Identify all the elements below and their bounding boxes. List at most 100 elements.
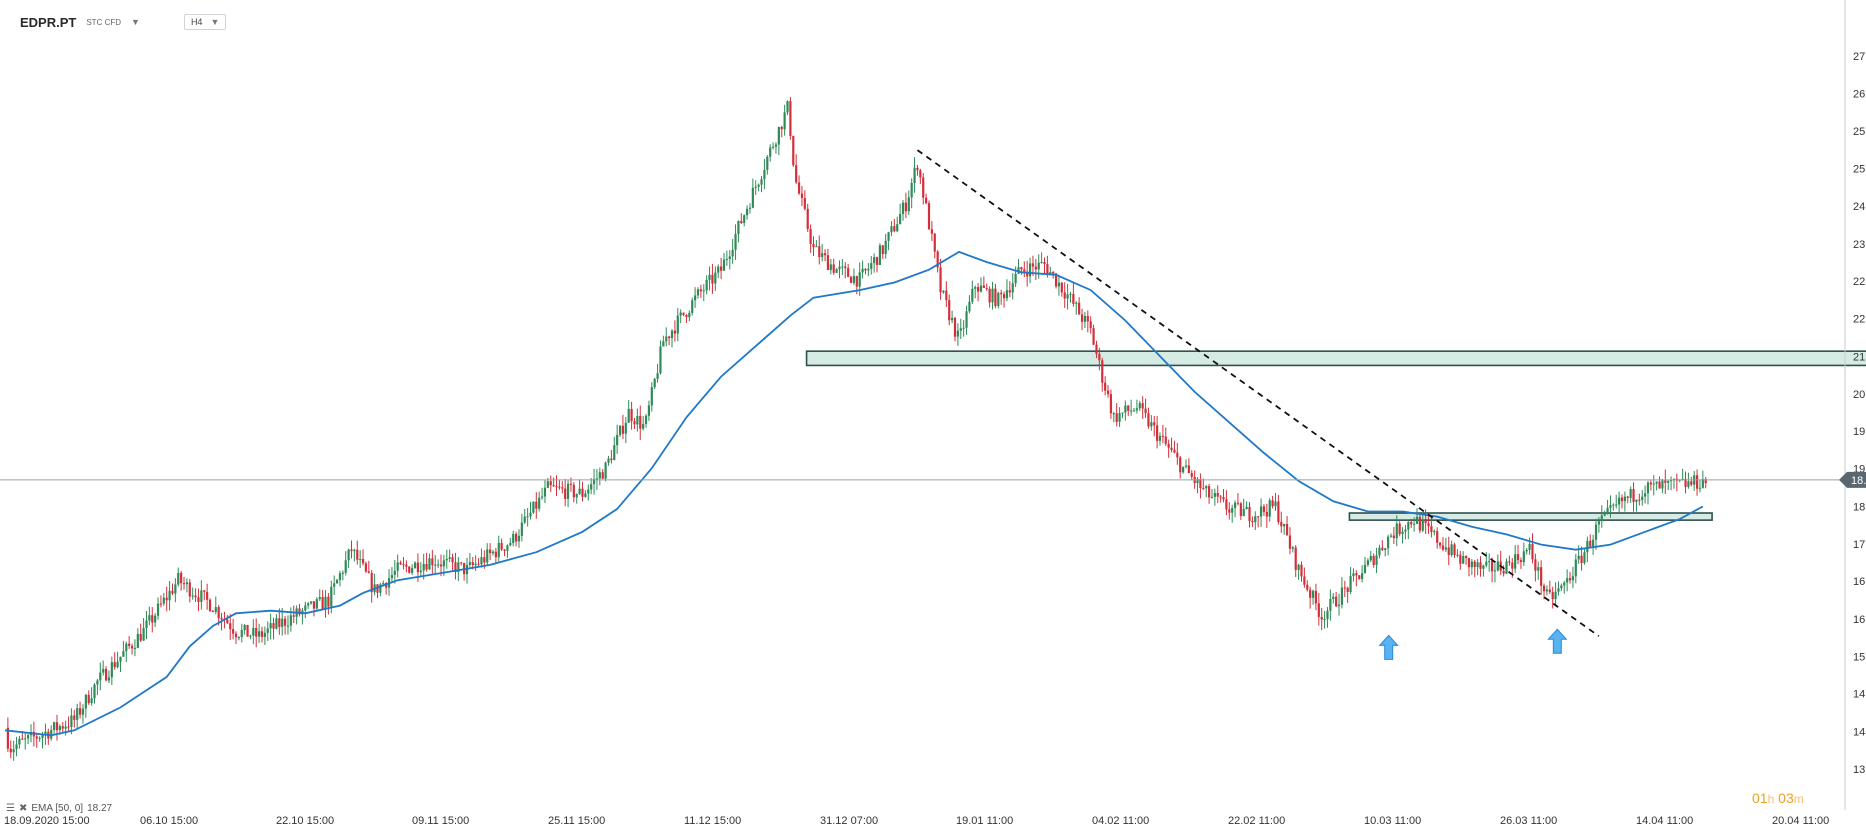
candle-body: [780, 126, 783, 130]
candle-body: [1242, 508, 1245, 517]
time-axis[interactable]: 18.09.2020 15:00 06.10 15:00 22.10 15:00 09…: [4, 815, 1829, 827]
candle-body: [968, 301, 971, 312]
time-tick-label: 19.01 11:00: [956, 815, 1013, 827]
candle-body: [564, 488, 567, 499]
price-axis[interactable]: 27.30 26.56 25.83 25.09 24.35 23.61 22.88 22.14…: [1839, 0, 1866, 810]
candle-body: [991, 288, 994, 303]
candle-body: [1210, 496, 1214, 498]
candle-body: [338, 573, 342, 580]
candle-body: [826, 255, 830, 271]
candle-body: [1216, 493, 1219, 497]
candle-body: [237, 637, 240, 639]
candle-body: [1476, 562, 1479, 568]
candle-body: [266, 628, 269, 633]
price-tick-label: 22.88: [1853, 276, 1866, 288]
candle-body: [543, 487, 547, 497]
candle-body: [180, 572, 183, 584]
candle-body: [861, 268, 864, 273]
candle-body: [1011, 283, 1014, 293]
candle-body: [1259, 506, 1263, 517]
time-tick-label: 09.11 15:00: [412, 815, 469, 827]
candle-body: [460, 562, 463, 564]
candle-body: [875, 257, 879, 265]
candle-body: [1641, 496, 1644, 500]
candle-body: [922, 177, 925, 198]
candle-body: [1467, 557, 1471, 568]
candle-body: [1456, 554, 1459, 556]
candle-body: [437, 564, 440, 566]
price-tick-label: 16.98: [1853, 576, 1866, 588]
candle-body: [494, 551, 497, 558]
countdown-hours: 01: [1752, 790, 1768, 806]
candle-body: [27, 735, 30, 739]
candle-body: [1268, 500, 1271, 517]
candle-body: [852, 276, 856, 283]
candle-body: [786, 101, 789, 113]
candle-body: [1049, 271, 1052, 275]
timeframe-select[interactable]: H4 ▼: [183, 14, 227, 30]
candle-body: [1450, 544, 1453, 556]
candle-body: [81, 708, 85, 715]
candle-body: [1300, 564, 1303, 577]
candle-body: [359, 558, 362, 560]
candle-body: [1612, 504, 1615, 506]
candle-body: [1057, 282, 1061, 287]
candle-body: [1115, 413, 1118, 422]
candle-body: [327, 596, 330, 607]
candle-body: [1430, 526, 1433, 533]
indicator-value: 18.27: [87, 803, 113, 814]
candle-body: [708, 274, 711, 280]
candle-body: [1672, 478, 1676, 480]
candle-body: [1603, 512, 1606, 516]
candle-body: [1470, 561, 1473, 568]
candle-body: [1378, 547, 1381, 556]
candle-body: [659, 346, 662, 374]
candle-body: [1528, 544, 1531, 550]
candle-body: [125, 643, 128, 652]
candle-body: [592, 478, 596, 485]
candle-body: [1254, 516, 1257, 523]
candle-body: [1251, 520, 1254, 523]
chevron-down-icon[interactable]: ▼: [131, 17, 140, 27]
candle-body: [312, 601, 316, 609]
candle-body: [1257, 516, 1260, 518]
candle-body: [52, 722, 56, 730]
candle-body: [263, 632, 266, 637]
candle-body: [1294, 547, 1297, 570]
candle-body: [1698, 487, 1702, 489]
candle-body: [578, 488, 581, 494]
candle-body: [1323, 619, 1326, 621]
candle-body: [1557, 588, 1560, 592]
candle-body: [1669, 479, 1673, 482]
candle-body: [162, 597, 165, 604]
candle-body: [1525, 549, 1528, 552]
price-tick-label: 16.24: [1853, 614, 1866, 626]
candle-body: [55, 722, 59, 731]
close-icon[interactable]: ✖: [18, 803, 28, 814]
candle-body: [214, 607, 217, 613]
candle-body: [754, 186, 757, 188]
price-tick-label: 21.40: [1853, 351, 1866, 363]
candle-body: [1144, 408, 1147, 414]
candle-body: [393, 570, 396, 575]
candle-body: [725, 259, 728, 261]
candle-body: [133, 647, 137, 649]
candle-body: [136, 633, 139, 648]
candle-body: [448, 557, 451, 559]
candle-body: [1340, 587, 1344, 605]
candle-body: [965, 311, 968, 328]
candle-body: [1684, 478, 1687, 487]
candle-body: [474, 563, 477, 566]
symbol-label[interactable]: EDPR.PT: [20, 14, 77, 30]
price-tick-label: 19.93: [1853, 426, 1866, 438]
time-tick-label: 06.10 15:00: [140, 815, 198, 827]
candle-body: [24, 738, 27, 740]
candle-body: [844, 266, 847, 269]
lines-layer: [0, 149, 1840, 637]
candle-body: [1239, 503, 1242, 517]
settings-icon[interactable]: ☰: [6, 803, 15, 814]
candle-body: [815, 246, 818, 248]
candle-body: [789, 101, 792, 137]
candle-body: [486, 549, 489, 563]
